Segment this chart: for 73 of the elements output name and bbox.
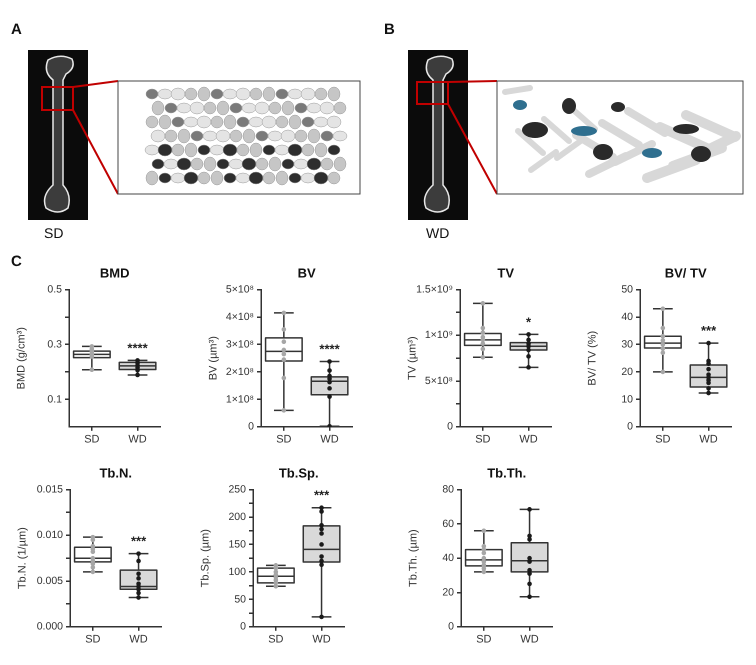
x-tick-label: WD <box>128 433 147 446</box>
y-axis-title: Tb.Th. (µm) <box>408 529 420 588</box>
chart-title: Tb.Th. <box>487 465 526 480</box>
annotation: *** <box>130 534 148 549</box>
y-tick-label: 60 <box>442 518 454 530</box>
annotation: **** <box>319 341 341 356</box>
y-tick-label: 50 <box>234 593 246 606</box>
y-tick-label: 0 <box>240 620 246 633</box>
x-tick-label: SD <box>276 433 292 446</box>
chart-title: BV <box>298 265 316 280</box>
y-tick-label: 0.1 <box>47 393 62 406</box>
y-tick-label: 0.000 <box>36 620 64 633</box>
y-tick-label: 0.010 <box>36 529 64 542</box>
y-tick-label: 0 <box>248 420 254 433</box>
y-tick-label: 200 <box>228 510 246 523</box>
x-tick-label: WD <box>312 633 331 646</box>
text: C <box>11 253 22 270</box>
y-tick-label: 30 <box>621 338 634 350</box>
text: A <box>11 21 22 38</box>
y-tick-label: 100 <box>228 566 246 578</box>
annotation: * <box>526 314 532 330</box>
y-tick-label: 0.5 <box>47 283 62 296</box>
y-axis-title: TV (µm³) <box>406 336 419 380</box>
chart-title: BMD <box>100 265 130 280</box>
x-tick-label: WD <box>520 633 539 646</box>
x-tick-label: SD <box>84 433 100 446</box>
x-tick-label: WD <box>320 433 339 446</box>
y-tick-label: 0.005 <box>36 574 64 587</box>
x-tick-label: SD <box>655 433 671 446</box>
y-tick-label: 5×10⁸ <box>424 374 453 387</box>
annotation: *** <box>700 323 718 338</box>
y-tick-label: 0 <box>627 420 634 433</box>
y-tick-label: 1.5×10⁹ <box>416 283 453 296</box>
y-tick-label: 40 <box>442 552 454 564</box>
x-tick-label: SD <box>476 633 492 646</box>
y-tick-label: 20 <box>621 366 634 378</box>
x-tick-label: SD <box>475 433 491 446</box>
y-tick-label: 2×10⁸ <box>226 366 254 378</box>
y-tick-label: 0.3 <box>47 338 62 350</box>
chart-title: BV/ TV <box>664 265 707 280</box>
y-axis-title: BV (µm³) <box>208 336 220 380</box>
y-tick-label: 250 <box>228 483 246 496</box>
annotation: **** <box>127 340 149 356</box>
y-tick-label: 5×10⁸ <box>226 283 254 296</box>
y-tick-label: 40 <box>621 310 634 323</box>
y-tick-label: 150 <box>228 538 246 550</box>
y-axis-title: BMD (g/cm³) <box>16 327 28 390</box>
text: B <box>384 21 395 38</box>
x-tick-label: WD <box>519 433 538 446</box>
y-tick-label: 1×10⁹ <box>424 329 453 342</box>
text: SD <box>44 225 64 242</box>
y-tick-label: 20 <box>442 586 454 598</box>
y-tick-label: 3×10⁸ <box>226 338 254 350</box>
y-axis-title: BV/ TV (%) <box>586 330 599 386</box>
x-tick-label: SD <box>85 633 101 646</box>
chart-title: TV <box>497 265 514 280</box>
x-tick-label: SD <box>268 633 284 646</box>
chart-title: Tb.Sp. <box>278 465 319 480</box>
y-axis-title: Tb.Sp. (µm) <box>200 529 212 588</box>
y-tick-label: 0 <box>448 620 454 633</box>
y-tick-label: 80 <box>442 483 454 496</box>
y-tick-label: 1×10⁸ <box>226 393 254 406</box>
text: WD <box>426 225 450 242</box>
x-tick-label: WD <box>699 433 718 446</box>
x-tick-label: WD <box>129 633 148 646</box>
y-tick-label: 10 <box>621 393 634 406</box>
y-tick-label: 4×10⁸ <box>226 310 254 323</box>
y-tick-label: 0 <box>447 420 454 433</box>
y-tick-label: 0.015 <box>36 483 64 496</box>
annotation: *** <box>314 488 330 503</box>
y-axis-title: Tb.N. (1/µm) <box>16 527 29 590</box>
y-tick-label: 50 <box>621 283 634 296</box>
chart-title: Tb.N. <box>99 465 132 480</box>
